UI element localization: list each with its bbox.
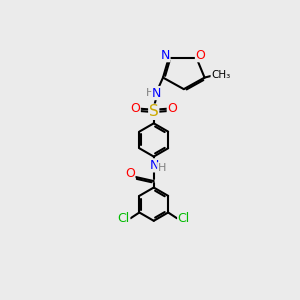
Text: O: O [130,102,140,115]
Text: O: O [167,102,177,115]
Text: S: S [149,104,159,119]
Text: N: N [160,49,170,62]
Text: Cl: Cl [118,212,130,225]
Text: CH₃: CH₃ [211,70,230,80]
Text: H: H [146,88,154,98]
Text: Cl: Cl [178,212,190,225]
Text: O: O [196,49,205,62]
Text: O: O [125,167,135,180]
Text: H: H [158,163,166,173]
Text: N: N [149,159,159,172]
Text: N: N [152,87,161,100]
